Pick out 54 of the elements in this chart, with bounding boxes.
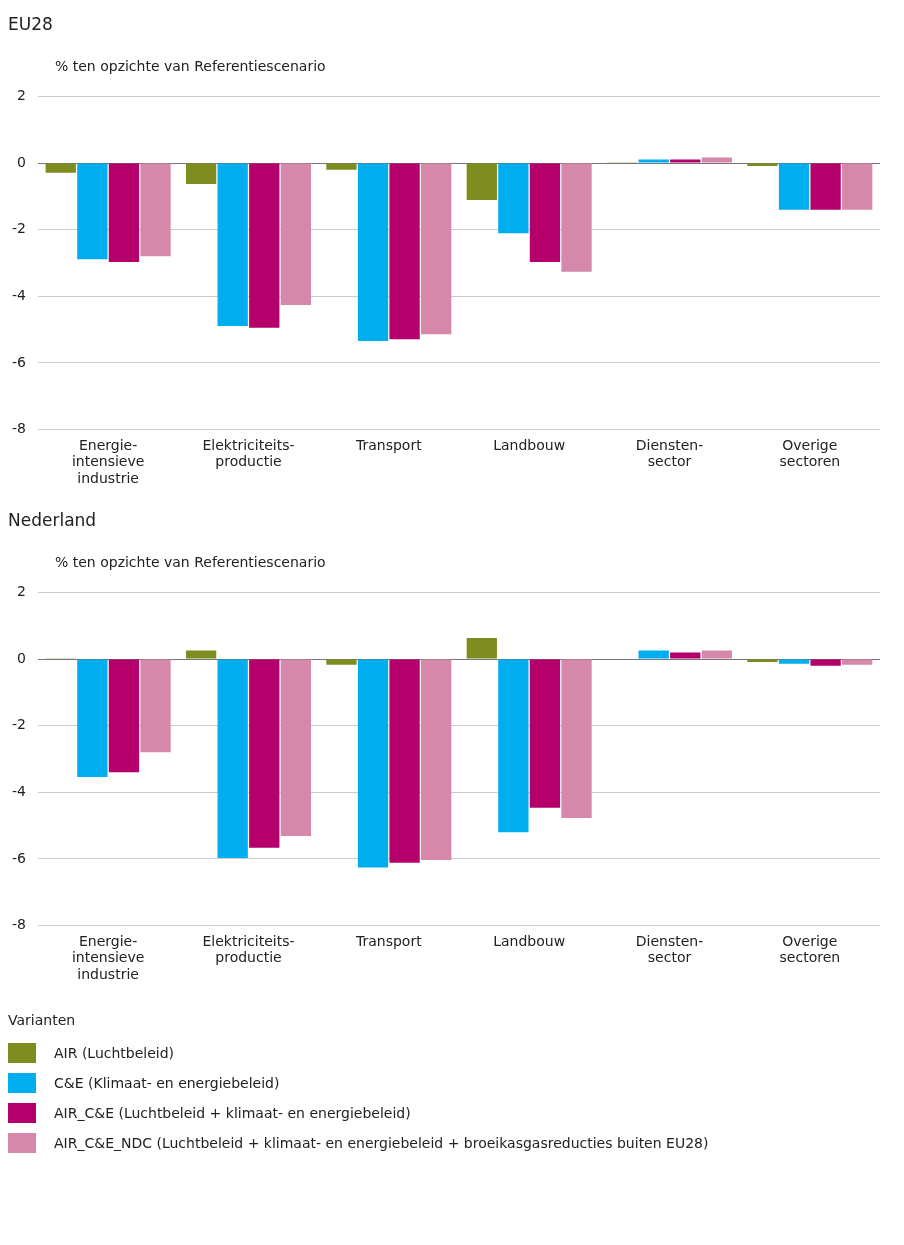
chart-title: EU28: [7, 13, 54, 36]
bar: [140, 659, 171, 753]
bar: [280, 659, 311, 836]
x-tick-label: Transport: [354, 436, 423, 453]
y-axis-title: % ten opzichte van Referentiescenario: [54, 553, 327, 572]
bar: [701, 650, 733, 659]
x-tick-label: Diensten- sector: [635, 436, 704, 470]
bar: [249, 659, 280, 848]
bar: [638, 650, 669, 659]
x-tick-label: Elektriciteits- productie: [202, 932, 295, 966]
y-tick-label: -8: [11, 420, 26, 437]
x-tick-label: Transport: [354, 932, 423, 949]
x-tick-label: Diensten- sector: [635, 932, 704, 966]
bar: [529, 659, 561, 808]
bar: [77, 659, 108, 777]
x-tick-label: Energie- intensieve industrie: [71, 436, 145, 487]
y-tick-label: -6: [11, 849, 27, 866]
legend-label: AIR_C&E (Luchtbeleid + klimaat- en energiebeleid): [54, 1105, 411, 1121]
bar: [108, 659, 140, 773]
y-tick-label: 2: [17, 583, 26, 600]
y-tick-label: -6: [11, 353, 27, 370]
y-axis-title: % ten opzichte van Referentiescenario: [54, 57, 327, 76]
x-tick-label: Elektriciteits- productie: [202, 436, 295, 470]
bar: [842, 659, 873, 665]
bar: [421, 659, 452, 860]
legend-title: Varianten: [8, 1012, 77, 1028]
x-tick-label: Energie- intensieve industrie: [71, 932, 145, 983]
y-tick-label: -8: [11, 916, 26, 933]
y-tick-label: -4: [11, 286, 27, 303]
y-tick-label: -2: [11, 220, 26, 237]
bar: [357, 659, 389, 868]
x-tick-label: Landbouw: [493, 436, 566, 453]
bar: [670, 652, 701, 659]
y-tick-label: 0: [17, 649, 26, 666]
y-tick-label: -2: [11, 716, 26, 733]
bar: [561, 659, 592, 818]
bar: [778, 659, 810, 664]
bar: [498, 659, 529, 833]
legend-label: C&E (Klimaat- en energiebeleid): [54, 1075, 280, 1091]
legend-label: AIR (Luchtbeleid): [54, 1045, 175, 1061]
bar: [326, 659, 357, 665]
y-tick-label: 0: [17, 153, 26, 170]
chart-title: Nederland: [7, 509, 98, 532]
y-tick-label: 2: [17, 87, 26, 104]
x-tick-label: Overige sectoren: [779, 436, 841, 470]
x-tick-label: Overige sectoren: [779, 932, 841, 966]
x-tick-label: Landbouw: [493, 932, 566, 949]
legend-label: AIR_C&E_NDC (Luchtbeleid + klimaat- en energiebeleid + broeikasgasreducties buiten EU28): [54, 1135, 709, 1151]
y-tick-label: -4: [11, 782, 27, 799]
bar: [466, 638, 497, 659]
bar: [389, 659, 420, 863]
bar: [217, 659, 248, 858]
bar: [185, 650, 217, 659]
bar: [810, 659, 841, 666]
